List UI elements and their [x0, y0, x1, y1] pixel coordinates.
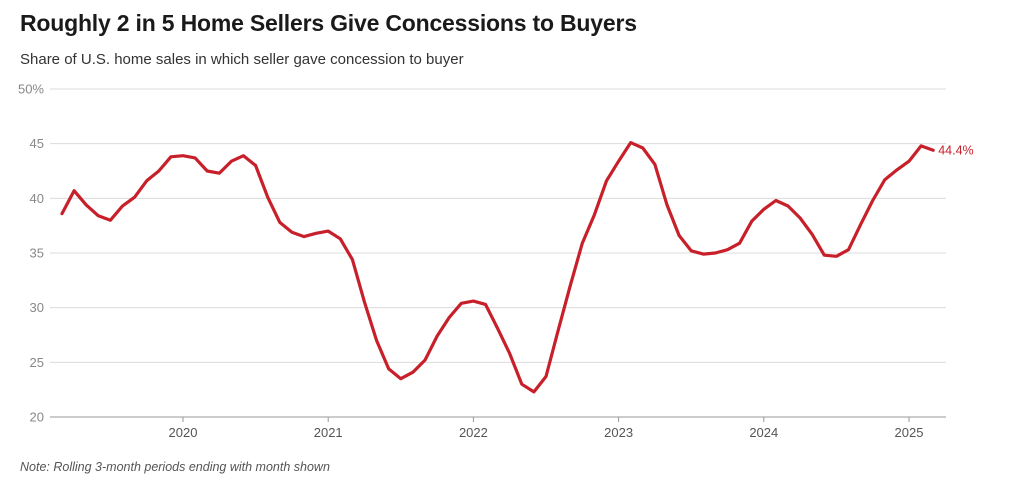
series-layer: 44.4%: [60, 141, 974, 394]
y-tick-label: 35: [30, 246, 44, 261]
x-tick-label: 2025: [895, 425, 924, 440]
gridlines: [50, 88, 946, 418]
chart-title: Roughly 2 in 5 Home Sellers Give Concess…: [20, 10, 637, 36]
chart-subtitle: Share of U.S. home sales in which seller…: [20, 51, 464, 68]
x-tick-label: 2020: [169, 425, 198, 440]
x-tick-label: 2024: [749, 425, 778, 440]
x-tick-label: 2021: [314, 425, 343, 440]
x-tick-label: 2023: [604, 425, 633, 440]
x-tick-label: 2022: [459, 425, 488, 440]
y-tick-label: 30: [30, 300, 44, 315]
end-value-label: 44.4%: [938, 144, 973, 158]
y-tick-label: 25: [30, 355, 44, 370]
y-tick-label: 50%: [18, 82, 44, 97]
series-line: [60, 141, 935, 394]
y-axis-ticks: 20 25 30 35 40 45 50%: [18, 82, 44, 425]
y-tick-label: 45: [30, 136, 44, 151]
y-tick-label: 20: [30, 410, 44, 425]
chart-note: Note: Rolling 3-month periods ending wit…: [20, 460, 330, 474]
y-tick-label: 40: [30, 191, 44, 206]
x-axis-ticks: 2020 2021 2022 2023 2024 2025: [169, 417, 924, 440]
